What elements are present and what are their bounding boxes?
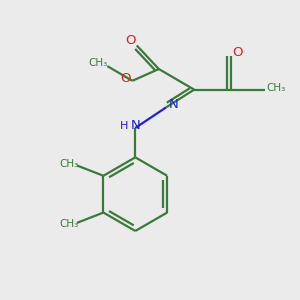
Text: O: O [126, 34, 136, 47]
Text: CH₃: CH₃ [59, 219, 78, 229]
Text: O: O [121, 72, 131, 85]
Text: CH₃: CH₃ [59, 159, 78, 169]
Text: CH₃: CH₃ [89, 58, 108, 68]
Text: N: N [169, 98, 178, 111]
Text: O: O [232, 46, 243, 59]
Text: CH₃: CH₃ [266, 83, 286, 93]
Text: N: N [131, 119, 141, 132]
Text: H: H [120, 121, 128, 130]
